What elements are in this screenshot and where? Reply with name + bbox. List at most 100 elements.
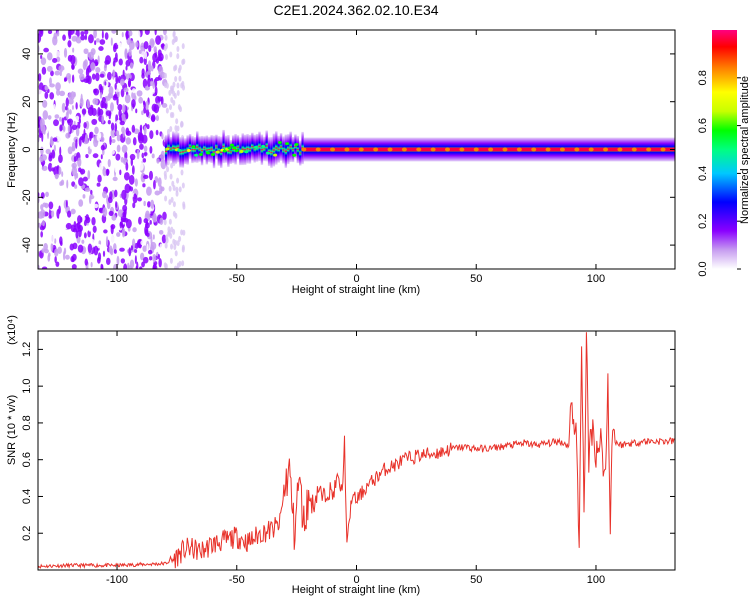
colorbar-label: Normalized spectral amplitude — [739, 76, 750, 224]
heatmap-cell — [97, 252, 102, 262]
heatmap-cell — [50, 242, 54, 252]
heatmap-cell — [122, 204, 128, 213]
heatmap-cell — [194, 153, 199, 157]
heatmap-cell — [251, 132, 254, 161]
heatmap-cell — [148, 170, 153, 181]
heatmap-cell — [143, 200, 146, 207]
heatmap-cell — [119, 169, 122, 176]
heatmap-cell — [52, 57, 58, 64]
heatmap-cell — [149, 146, 153, 154]
heatmap-cell — [100, 154, 103, 160]
heatmap-cell — [62, 81, 66, 91]
heatmap-cell — [92, 161, 97, 170]
heatmap-cell — [144, 225, 149, 236]
heatmap-cell — [124, 48, 128, 59]
heatmap-cell — [116, 144, 121, 153]
heatmap-cell — [83, 232, 87, 239]
heatmap-cell — [50, 70, 54, 77]
heatmap-cell — [61, 117, 65, 126]
heatmap-cell — [180, 121, 184, 128]
heatmap-cell — [110, 248, 114, 256]
heatmap-cell — [128, 174, 135, 185]
heatmap-cell — [155, 129, 159, 136]
heatmap-cell — [112, 181, 117, 187]
heatmap-cell — [90, 261, 93, 268]
heatmap-cell — [177, 104, 181, 111]
heatmap-cell — [123, 263, 128, 269]
heatmap-cell — [145, 210, 150, 218]
heatmap-cell — [65, 97, 69, 108]
heatmap-cell — [44, 91, 49, 99]
heatmap-cell — [38, 73, 42, 82]
heatmap-cell — [124, 94, 131, 104]
heatmap-cell — [261, 144, 266, 148]
heatmap-cell — [67, 146, 73, 155]
heatmap-cell — [180, 229, 184, 236]
heatmap-cell — [177, 148, 182, 152]
heatmap-x-label: Height of straight line (km) — [292, 284, 420, 296]
heatmap-cell — [232, 146, 237, 150]
heatmap-cell — [176, 90, 180, 97]
heatmap-cell — [106, 257, 111, 266]
heatmap-cell — [87, 230, 91, 238]
heatmap-cell — [147, 260, 153, 269]
heatmap-cell — [71, 105, 74, 110]
snr-x-label: Height of straight line (km) — [292, 584, 420, 596]
x-tick-label: -100 — [106, 273, 128, 285]
heatmap-cell — [174, 35, 178, 42]
heatmap-cell — [272, 133, 276, 167]
heatmap-y-label: Frequency (Hz) — [6, 112, 18, 188]
heatmap-cell — [154, 76, 160, 82]
heatmap-cell — [146, 186, 152, 196]
heatmap-cell — [116, 96, 119, 106]
heatmap-cell — [138, 266, 143, 269]
heatmap-cell — [163, 170, 167, 177]
heatmap-cell — [80, 31, 85, 36]
heatmap-cell — [178, 75, 182, 82]
heatmap-cell — [87, 243, 93, 254]
heatmap-cell — [131, 98, 136, 108]
heatmap-cell — [175, 118, 179, 125]
heatmap-cell — [116, 134, 121, 142]
heatmap-cell — [152, 264, 158, 269]
heatmap-cell — [121, 189, 127, 200]
heatmap-cell — [134, 255, 137, 264]
colorbar: 0.0 0.2 0.4 0.6 0.8 Normalized spectral ampl… — [697, 30, 750, 277]
heatmap-cell — [416, 147, 422, 152]
heatmap-cell — [61, 69, 67, 80]
heatmap-cell — [45, 176, 50, 183]
heatmap-cell — [163, 262, 167, 269]
heatmap-cell — [174, 132, 177, 164]
heatmap-cell — [159, 217, 164, 225]
heatmap-cell — [125, 113, 129, 120]
x-tick-label: -50 — [229, 273, 245, 285]
heatmap-cell — [68, 98, 74, 105]
heatmap-cell — [46, 65, 53, 72]
heatmap-cell — [164, 53, 168, 60]
heatmap-cell — [133, 193, 137, 200]
heatmap-cell — [176, 240, 180, 247]
heatmap-cell — [169, 112, 173, 119]
heatmap-cell — [113, 243, 117, 252]
heatmap-cell — [105, 168, 110, 176]
heatmap-cell — [178, 186, 182, 193]
heatmap-cell — [65, 111, 69, 120]
heatmap-cell — [42, 99, 48, 108]
heatmap-cell — [120, 217, 127, 222]
heatmap-cell — [125, 65, 128, 71]
heatmap-cell — [559, 147, 565, 152]
heatmap-cell — [109, 149, 115, 155]
heatmap-cell — [101, 96, 106, 104]
heatmap-cell — [203, 136, 206, 161]
heatmap-cell — [588, 147, 594, 152]
heatmap-cell — [155, 35, 162, 45]
snr-y-label: SNR (10 * v/v) — [6, 395, 18, 465]
heatmap-cell — [502, 147, 508, 152]
heatmap-cell — [176, 125, 180, 132]
heatmap-cell — [97, 55, 100, 64]
heatmap-cell — [134, 178, 138, 187]
heatmap-panel: -100 -50 0 50 100 40 20 0 -20 -40 Height of stra… — [6, 29, 676, 296]
heatmap-cell — [119, 120, 125, 126]
heatmap-cell — [301, 147, 307, 152]
heatmap-cell — [141, 152, 145, 159]
